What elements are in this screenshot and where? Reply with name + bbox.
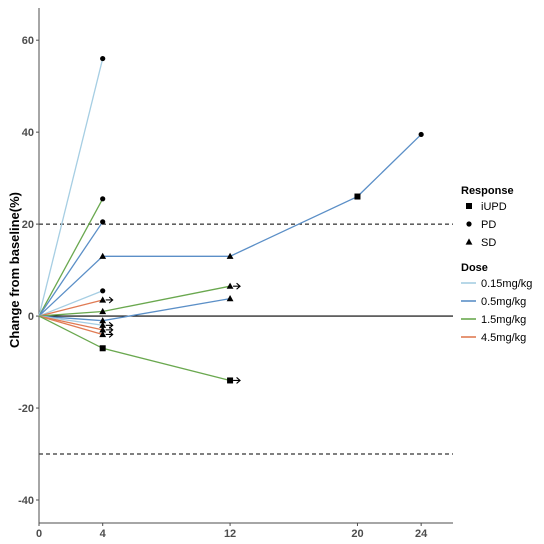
legend-key-SD <box>465 238 473 245</box>
data-point-7-1 <box>99 317 107 324</box>
data-point-2-1 <box>100 219 106 225</box>
x-tick-label: 24 <box>415 528 428 540</box>
data-point-8-1 <box>99 321 107 328</box>
y-tick-label: -20 <box>18 403 34 415</box>
ongoing-arrow-11 <box>233 377 241 384</box>
data-point-3-3 <box>354 193 361 200</box>
legend-label-dose-0: 0.15mg/kg <box>481 278 532 290</box>
data-point-3-1 <box>99 252 107 259</box>
series-line-7 <box>38 297 231 322</box>
series-line-5 <box>38 299 103 317</box>
legend-label-dose-3: 4.5mg/kg <box>481 332 526 344</box>
data-point-5-1 <box>99 296 107 303</box>
series-line-1 <box>38 198 104 317</box>
data-point-1-1 <box>100 196 106 202</box>
x-tick-label: 12 <box>224 528 236 540</box>
x-tick-label: 0 <box>36 528 42 540</box>
legend-label-PD: PD <box>481 219 496 231</box>
series-line-6 <box>38 285 231 317</box>
y-tick-label: 40 <box>22 127 34 139</box>
data-point-11-2 <box>227 377 234 384</box>
legend-label-iUPD: iUPD <box>481 201 507 213</box>
data-point-11-1 <box>99 345 106 352</box>
y-axis-label: Change from baseline(%) <box>7 192 22 348</box>
data-point-9-1 <box>99 326 107 333</box>
ongoing-arrow-10 <box>105 331 114 338</box>
y-tick-label: 0 <box>28 311 34 323</box>
data-point-7-2 <box>226 295 234 302</box>
x-tick-label: 4 <box>100 528 107 540</box>
legend-label-dose-1: 0.5mg/kg <box>481 296 526 308</box>
data-point-6-2 <box>226 282 234 289</box>
series-line-10 <box>38 315 103 336</box>
x-tick-label: 20 <box>351 528 363 540</box>
ongoing-arrow-5 <box>105 296 114 304</box>
ongoing-arrow-6 <box>233 282 241 290</box>
series-line-3 <box>38 133 422 317</box>
legend-response-title: Response <box>461 185 514 197</box>
data-point-4-1 <box>100 288 106 294</box>
legend-dose-title: Dose <box>461 262 488 274</box>
series-line-11 <box>38 315 231 382</box>
legend-label-dose-2: 1.5mg/kg <box>481 314 526 326</box>
data-point-3-2 <box>226 252 234 259</box>
series-line-2 <box>38 221 104 317</box>
series-line-0 <box>38 58 104 317</box>
legend-label-SD: SD <box>481 237 496 249</box>
data-point-3-4 <box>418 131 424 138</box>
series-line-9 <box>38 315 103 331</box>
series-line-8 <box>38 315 103 326</box>
data-point-6-1 <box>99 307 107 315</box>
series-line-4 <box>38 290 103 317</box>
legend-key-iUPD <box>466 203 472 209</box>
legend-key-PD <box>466 221 472 227</box>
data-point-10-1 <box>99 330 107 338</box>
y-tick-label: -40 <box>18 495 34 507</box>
y-tick-label: 60 <box>22 35 34 47</box>
data-point-0-1 <box>100 55 106 62</box>
y-tick-label: 20 <box>22 219 34 231</box>
